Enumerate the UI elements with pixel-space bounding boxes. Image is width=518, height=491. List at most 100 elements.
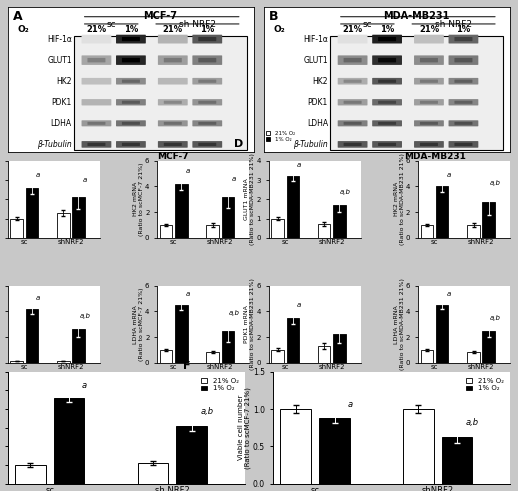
Text: GLUT1: GLUT1 [304,55,328,65]
FancyBboxPatch shape [343,101,362,104]
Bar [318,346,330,363]
Y-axis label: PDK1 mRNA
(Ratio to scMDA-MB231 21%): PDK1 mRNA (Ratio to scMDA-MB231 21%) [244,278,255,370]
Bar [482,330,495,363]
Bar [403,409,434,484]
FancyBboxPatch shape [343,58,362,62]
FancyBboxPatch shape [122,143,140,146]
Bar [482,202,495,238]
Bar [175,184,188,238]
FancyBboxPatch shape [454,80,472,83]
FancyBboxPatch shape [372,55,402,65]
Y-axis label: HK2 mRNA
(Ratio to scMCF-7 21%): HK2 mRNA (Ratio to scMCF-7 21%) [133,163,143,236]
Bar [319,418,350,484]
Text: a,b: a,b [490,180,500,186]
Text: a: a [447,172,451,178]
FancyBboxPatch shape [81,78,111,84]
FancyBboxPatch shape [198,37,217,41]
Bar [442,437,472,484]
Text: a: a [447,291,451,298]
Text: B: B [269,10,278,23]
Text: HK2: HK2 [56,77,72,86]
Text: a,b: a,b [340,189,351,195]
FancyBboxPatch shape [420,58,438,62]
FancyBboxPatch shape [81,120,111,126]
Bar [436,187,449,238]
Text: O₂: O₂ [18,25,30,34]
Bar [10,361,23,363]
FancyBboxPatch shape [454,37,472,41]
FancyBboxPatch shape [116,99,146,106]
Text: sc: sc [363,20,372,28]
FancyBboxPatch shape [378,37,396,41]
Text: a: a [83,177,87,183]
FancyBboxPatch shape [116,55,146,65]
Bar [333,334,346,363]
Text: 1%: 1% [200,25,214,34]
FancyBboxPatch shape [122,101,140,104]
FancyBboxPatch shape [198,58,217,62]
FancyBboxPatch shape [372,120,402,126]
Text: F: F [183,361,191,371]
FancyBboxPatch shape [420,101,438,104]
FancyBboxPatch shape [158,141,188,148]
FancyBboxPatch shape [454,58,472,62]
Bar [333,205,346,238]
FancyBboxPatch shape [81,35,111,44]
Text: PDK1: PDK1 [52,98,72,107]
Text: a,b: a,b [79,312,90,319]
FancyBboxPatch shape [372,78,402,84]
FancyBboxPatch shape [420,122,438,125]
Legend: 21% O₂, 1% O₂: 21% O₂, 1% O₂ [464,375,507,394]
Text: 21%: 21% [87,25,107,34]
Bar [286,318,299,363]
Text: a: a [232,176,236,182]
FancyBboxPatch shape [414,99,444,106]
Y-axis label: Viable cell number
(Ratio to scMCF-7 21%): Viable cell number (Ratio to scMCF-7 21%… [238,387,251,469]
FancyBboxPatch shape [116,35,146,44]
Bar [467,353,480,363]
Bar [176,426,207,484]
FancyBboxPatch shape [122,80,140,83]
FancyBboxPatch shape [164,143,182,146]
Bar [206,353,219,363]
FancyBboxPatch shape [414,55,444,65]
FancyBboxPatch shape [420,143,438,146]
FancyBboxPatch shape [372,99,402,106]
Text: O₂: O₂ [274,25,285,34]
FancyBboxPatch shape [81,99,111,106]
Text: sh NRF2: sh NRF2 [179,20,216,28]
Text: MCF-7: MCF-7 [157,152,189,161]
FancyBboxPatch shape [164,122,182,125]
Bar [421,225,433,238]
Bar [15,465,46,484]
FancyBboxPatch shape [158,99,188,106]
FancyBboxPatch shape [414,120,444,126]
FancyBboxPatch shape [198,101,217,104]
FancyBboxPatch shape [449,141,478,148]
FancyBboxPatch shape [343,80,362,83]
FancyBboxPatch shape [338,120,367,126]
FancyBboxPatch shape [454,143,472,146]
Bar [74,36,247,150]
Bar [206,225,219,238]
FancyBboxPatch shape [343,143,362,146]
Text: a: a [297,302,301,308]
Text: a,b: a,b [200,407,213,416]
Bar [330,36,503,150]
Text: 21%: 21% [163,25,183,34]
Bar [222,330,234,363]
FancyBboxPatch shape [158,55,188,65]
FancyBboxPatch shape [198,122,217,125]
Bar [57,213,69,238]
FancyBboxPatch shape [164,58,182,62]
FancyBboxPatch shape [420,80,438,83]
Text: β-Tubulin: β-Tubulin [293,140,328,149]
FancyBboxPatch shape [116,120,146,126]
FancyBboxPatch shape [81,141,111,148]
Text: 1%: 1% [456,25,470,34]
Bar [436,305,449,363]
FancyBboxPatch shape [372,35,402,44]
Bar [26,188,38,238]
FancyBboxPatch shape [158,78,188,84]
FancyBboxPatch shape [88,58,106,62]
